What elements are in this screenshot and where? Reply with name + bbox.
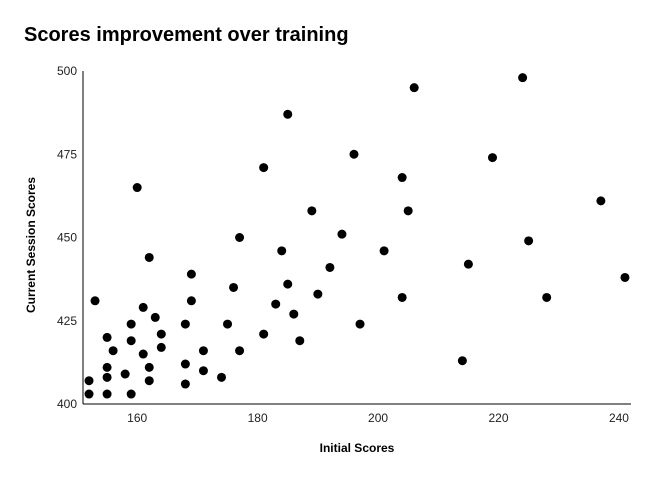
x-axis-label: Initial Scores bbox=[319, 441, 395, 455]
data-point bbox=[198, 346, 208, 356]
y-tick-label: 450 bbox=[57, 231, 77, 245]
x-tick-label: 240 bbox=[609, 411, 629, 425]
data-point bbox=[90, 296, 100, 306]
data-point bbox=[144, 362, 154, 372]
chart-title: Scores improvement over training bbox=[24, 24, 349, 46]
data-point bbox=[349, 149, 359, 159]
data-point bbox=[325, 262, 335, 272]
x-tick-label: 220 bbox=[489, 411, 509, 425]
data-point bbox=[144, 376, 154, 386]
data-point bbox=[277, 246, 287, 256]
data-point bbox=[120, 369, 130, 379]
data-point bbox=[313, 289, 323, 299]
data-point bbox=[138, 302, 148, 312]
data-point bbox=[542, 292, 552, 302]
data-point bbox=[295, 336, 305, 346]
data-point bbox=[223, 319, 233, 329]
data-point bbox=[457, 356, 467, 366]
data-point bbox=[355, 319, 365, 329]
data-point bbox=[126, 319, 136, 329]
data-point bbox=[126, 336, 136, 346]
data-point bbox=[144, 252, 154, 262]
data-point bbox=[487, 153, 497, 163]
data-point bbox=[150, 312, 160, 322]
data-point bbox=[337, 229, 347, 239]
data-point bbox=[259, 329, 269, 339]
data-point bbox=[180, 319, 190, 329]
data-point bbox=[156, 329, 166, 339]
data-point bbox=[403, 206, 413, 216]
data-point bbox=[307, 206, 317, 216]
y-tick-label: 425 bbox=[57, 314, 77, 328]
data-point bbox=[217, 372, 227, 382]
data-points bbox=[84, 73, 630, 399]
y-tick-label: 500 bbox=[57, 64, 77, 78]
data-point bbox=[84, 389, 94, 399]
data-point bbox=[180, 379, 190, 389]
data-point bbox=[463, 259, 473, 269]
data-point bbox=[84, 376, 94, 386]
data-point bbox=[102, 332, 112, 342]
data-point bbox=[108, 346, 118, 356]
data-point bbox=[259, 163, 269, 173]
data-point bbox=[198, 366, 208, 376]
y-axis-label: Current Session Scores bbox=[24, 176, 38, 314]
data-point bbox=[102, 372, 112, 382]
x-tick-label: 200 bbox=[368, 411, 388, 425]
data-point bbox=[397, 173, 407, 183]
data-point bbox=[409, 83, 419, 93]
data-point bbox=[379, 246, 389, 256]
axes bbox=[82, 71, 631, 405]
data-point bbox=[524, 236, 534, 246]
data-point bbox=[156, 342, 166, 352]
y-tick-label: 400 bbox=[57, 397, 77, 411]
data-point bbox=[229, 282, 239, 292]
data-point bbox=[186, 269, 196, 279]
y-tick-label: 475 bbox=[57, 147, 77, 161]
data-point bbox=[518, 73, 528, 83]
data-point bbox=[235, 233, 245, 242]
data-point bbox=[289, 309, 299, 319]
data-point bbox=[126, 389, 136, 399]
data-point bbox=[186, 296, 196, 306]
data-point bbox=[271, 299, 281, 309]
x-tick-label: 160 bbox=[127, 411, 147, 425]
data-point bbox=[283, 109, 293, 119]
x-tick-label: 180 bbox=[248, 411, 268, 425]
tick-labels: 160 180 200 220 240 400 425 450 475 500 bbox=[57, 64, 629, 425]
data-point bbox=[235, 346, 245, 356]
data-point bbox=[620, 272, 630, 282]
data-point bbox=[138, 349, 148, 359]
data-point bbox=[102, 362, 112, 372]
data-point bbox=[102, 389, 112, 399]
data-point bbox=[132, 183, 142, 193]
data-point bbox=[283, 279, 293, 289]
data-point bbox=[180, 359, 190, 369]
data-point bbox=[596, 196, 606, 206]
data-point bbox=[397, 292, 407, 302]
